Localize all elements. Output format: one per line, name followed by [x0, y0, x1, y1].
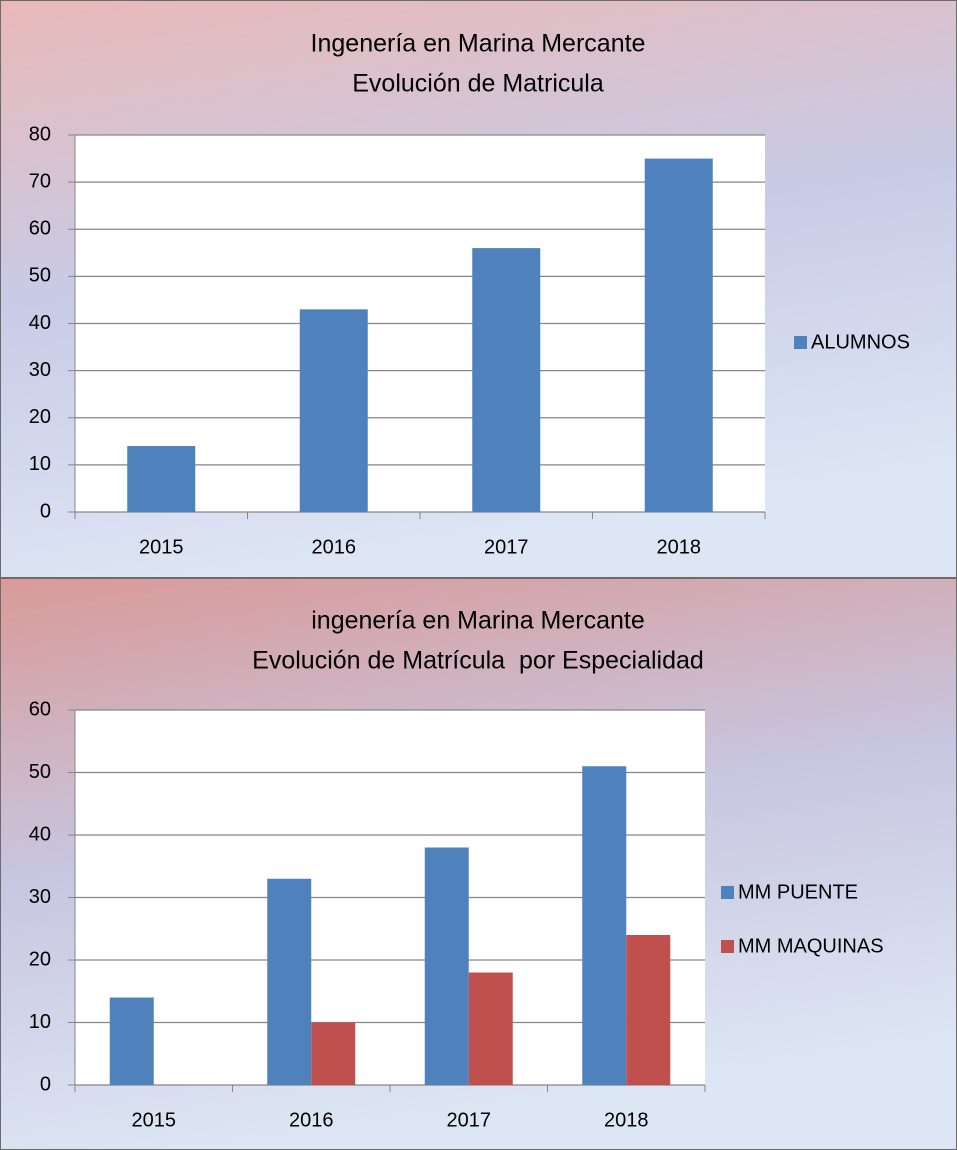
bar [267, 878, 312, 1085]
bar [127, 446, 196, 512]
y-tick-label: 60 [29, 218, 51, 240]
y-tick-label: 20 [29, 406, 51, 428]
bar [644, 158, 713, 512]
bar [472, 248, 541, 512]
x-tick-label: 2018 [604, 1109, 649, 1131]
x-tick-label: 2015 [139, 536, 184, 558]
y-tick-label: 70 [29, 170, 51, 192]
bar [109, 997, 154, 1085]
y-tick-label: 0 [40, 1073, 51, 1095]
legend-label: MM PUENTE [738, 881, 858, 903]
legend-label: MM MAQUINAS [738, 935, 884, 957]
bar [299, 309, 368, 512]
bar [626, 935, 671, 1085]
y-tick-label: 40 [29, 823, 51, 845]
y-tick-label: 10 [29, 453, 51, 475]
y-tick-label: 50 [29, 265, 51, 287]
x-tick-label: 2016 [312, 536, 357, 558]
y-tick-label: 40 [29, 312, 51, 334]
x-tick-label: 2017 [484, 536, 529, 558]
legend-swatch [721, 940, 734, 953]
chart-title: ingenería en Marina Mercante [311, 607, 645, 635]
x-tick-label: 2016 [289, 1109, 334, 1131]
y-tick-label: 0 [40, 500, 51, 522]
bar [582, 766, 627, 1085]
y-tick-label: 10 [29, 1011, 51, 1033]
bar [311, 1022, 356, 1085]
chart-title: Ingenería en Marina Mercante [311, 30, 646, 58]
y-tick-label: 30 [29, 886, 51, 908]
legend-swatch [794, 336, 807, 349]
legend-label: ALUMNOS [811, 331, 910, 353]
y-tick-label: 30 [29, 359, 51, 381]
legend-swatch [721, 886, 734, 899]
x-tick-label: 2017 [447, 1109, 492, 1131]
y-tick-label: 60 [29, 698, 51, 720]
x-tick-label: 2018 [657, 536, 702, 558]
bar [468, 972, 513, 1085]
chart-title: Evolución de Matricula [352, 70, 604, 98]
y-tick-label: 80 [29, 123, 51, 145]
chart-title: Evolución de Matrícula por Especialidad [252, 647, 704, 675]
x-tick-label: 2015 [132, 1109, 177, 1131]
bar [424, 847, 469, 1085]
y-tick-label: 50 [29, 761, 51, 783]
y-tick-label: 20 [29, 948, 51, 970]
